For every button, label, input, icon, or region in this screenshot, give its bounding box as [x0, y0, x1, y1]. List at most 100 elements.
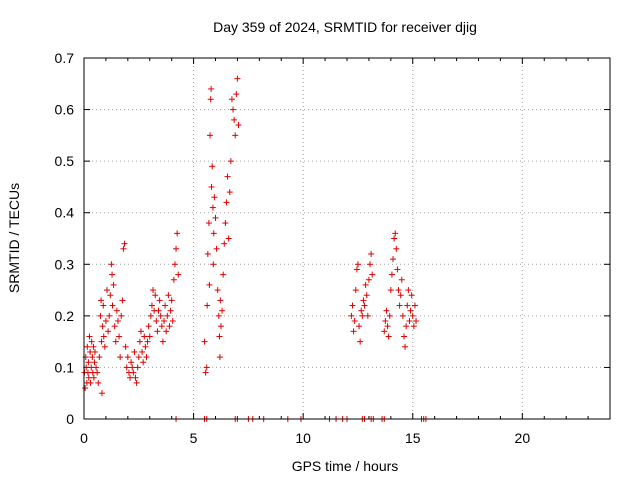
plot-frame [83, 57, 611, 420]
data-point [144, 338, 151, 345]
data-point [394, 266, 401, 273]
data-point [110, 281, 117, 288]
data-point [209, 204, 216, 211]
data-point [367, 261, 374, 268]
data-point [132, 374, 139, 381]
data-point [108, 261, 115, 268]
data-point [94, 369, 101, 376]
data-point [235, 122, 242, 129]
x-tick-label: 0 [80, 430, 88, 446]
data-point [90, 374, 97, 381]
tick-labels: 0 0.1 0.2 0.3 0.4 0.5 0.6 0.7 0 5 10 15 20 [55, 50, 531, 446]
data-point [97, 312, 104, 319]
data-point [207, 96, 214, 103]
data-point [232, 132, 239, 139]
data-point [82, 385, 89, 392]
data-point [98, 390, 105, 397]
data-point [224, 173, 231, 180]
data-point [215, 312, 222, 319]
data-point [98, 297, 105, 304]
data-point [134, 364, 141, 371]
data-point [142, 343, 149, 350]
data-point [124, 354, 131, 361]
data-point [391, 235, 398, 242]
data-point [353, 266, 360, 273]
data-point [91, 359, 98, 366]
data-point [128, 359, 135, 366]
data-point [208, 85, 215, 92]
data-point [382, 318, 389, 325]
data-point [409, 312, 416, 319]
data-point [393, 245, 400, 252]
data-point [96, 354, 103, 361]
data-point [202, 369, 209, 376]
data-point [384, 323, 391, 330]
data-point [137, 328, 144, 335]
data-point [408, 292, 415, 299]
axis-ticks [83, 57, 611, 420]
data-point [205, 220, 212, 227]
data-point [348, 312, 355, 319]
data-point [133, 379, 140, 386]
data-point [383, 307, 390, 314]
data-point [146, 333, 153, 340]
x-tick-label: 20 [515, 430, 531, 446]
data-point [136, 338, 143, 345]
data-point [220, 271, 227, 278]
data-point [104, 287, 111, 294]
data-point [227, 158, 234, 165]
chart-title: Day 359 of 2024, SRMTID for receiver dji… [213, 19, 477, 35]
y-tick-label: 0.5 [55, 153, 75, 169]
data-point [386, 312, 393, 319]
x-tick-label: 10 [295, 430, 311, 446]
data-point [368, 250, 375, 257]
y-tick-label: 0.3 [55, 256, 75, 272]
data-point [169, 318, 176, 325]
data-point [404, 302, 411, 309]
data-point [131, 348, 138, 355]
data-point [356, 323, 363, 330]
data-point [100, 302, 107, 309]
data-point [351, 318, 358, 325]
data-point [127, 374, 134, 381]
data-point [174, 230, 181, 237]
data-point [99, 323, 106, 330]
data-point [388, 271, 395, 278]
data-point [135, 354, 142, 361]
data-point [407, 307, 414, 314]
data-point [145, 323, 152, 330]
y-axis-label: SRMTID / TECUs [6, 183, 22, 293]
data-point [139, 348, 146, 355]
data-point [143, 354, 150, 361]
data-point [387, 287, 394, 294]
data-point [360, 297, 367, 304]
data-point [221, 240, 228, 247]
data-point [208, 183, 215, 190]
data-point [398, 276, 405, 283]
data-point [170, 276, 177, 283]
data-point [150, 287, 157, 294]
data-point [171, 261, 178, 268]
data-point [163, 328, 170, 335]
data-point [119, 297, 126, 304]
data-point [385, 333, 392, 340]
data-point [392, 230, 399, 237]
data-point [101, 343, 108, 350]
data-point [95, 379, 102, 386]
data-point [358, 307, 365, 314]
data-point [406, 318, 413, 325]
data-point [120, 245, 127, 252]
data-point [91, 348, 98, 355]
data-point [206, 281, 213, 288]
data-points [81, 75, 429, 422]
data-point [204, 250, 211, 257]
data-point [107, 292, 114, 299]
data-point [175, 271, 182, 278]
data-point [159, 338, 166, 345]
data-point [155, 307, 162, 314]
data-point [203, 364, 210, 371]
x-axis-label: GPS time / hours [292, 458, 399, 474]
data-point [354, 261, 361, 268]
data-point [369, 271, 376, 278]
